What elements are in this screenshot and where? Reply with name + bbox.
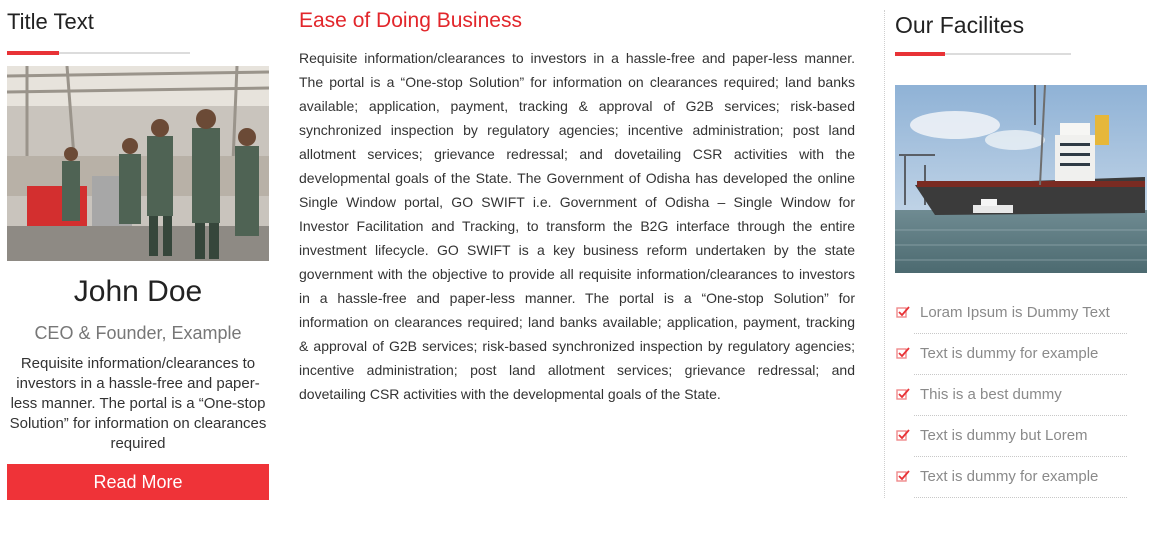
title-underline-accent xyxy=(7,51,59,55)
facility-label[interactable]: Text is dummy for example xyxy=(920,345,1099,362)
section-title: Title Text xyxy=(7,9,94,34)
title-underline xyxy=(7,52,190,54)
item-separator xyxy=(914,497,1127,498)
column-divider xyxy=(884,10,885,498)
check-square-icon xyxy=(896,387,910,401)
title-underline xyxy=(895,53,1071,55)
title-underline-accent xyxy=(895,52,945,56)
facility-label[interactable]: Text is dummy but Lorem xyxy=(920,427,1088,444)
item-separator xyxy=(914,415,1127,416)
list-item[interactable]: Text is dummy for example xyxy=(895,457,1127,498)
facility-label[interactable]: Text is dummy for example xyxy=(920,468,1099,485)
port-ship-photo xyxy=(895,85,1147,273)
item-separator xyxy=(914,456,1127,457)
facilities-title: Our Facilites xyxy=(895,12,1025,38)
list-item[interactable]: Text is dummy for example xyxy=(895,334,1127,375)
item-separator xyxy=(914,333,1127,334)
facility-label[interactable]: Loram Ipsum is Dummy Text xyxy=(920,304,1110,321)
person-description: Requisite information/clearances to inve… xyxy=(9,355,267,452)
list-item[interactable]: This is a best dummy xyxy=(895,375,1127,416)
list-item[interactable]: Loram Ipsum is Dummy Text xyxy=(895,293,1127,334)
list-item[interactable]: Text is dummy but Lorem xyxy=(895,416,1127,457)
read-more-button[interactable]: Read More xyxy=(7,464,269,500)
check-square-icon xyxy=(896,428,910,442)
person-role: CEO & Founder, Example xyxy=(34,323,242,343)
section-heading: Ease of Doing Business xyxy=(299,9,522,32)
check-square-icon xyxy=(896,305,910,319)
facility-label[interactable]: This is a best dummy xyxy=(920,386,1062,403)
person-name: John Doe xyxy=(73,275,203,308)
check-square-icon xyxy=(896,469,910,483)
section-body-text: Requisite information/clearances to inve… xyxy=(299,50,855,402)
factory-workers-photo xyxy=(7,66,269,261)
facilities-list: Loram Ipsum is Dummy Text Text is dummy … xyxy=(895,293,1127,498)
item-separator xyxy=(914,374,1127,375)
check-square-icon xyxy=(896,346,910,360)
